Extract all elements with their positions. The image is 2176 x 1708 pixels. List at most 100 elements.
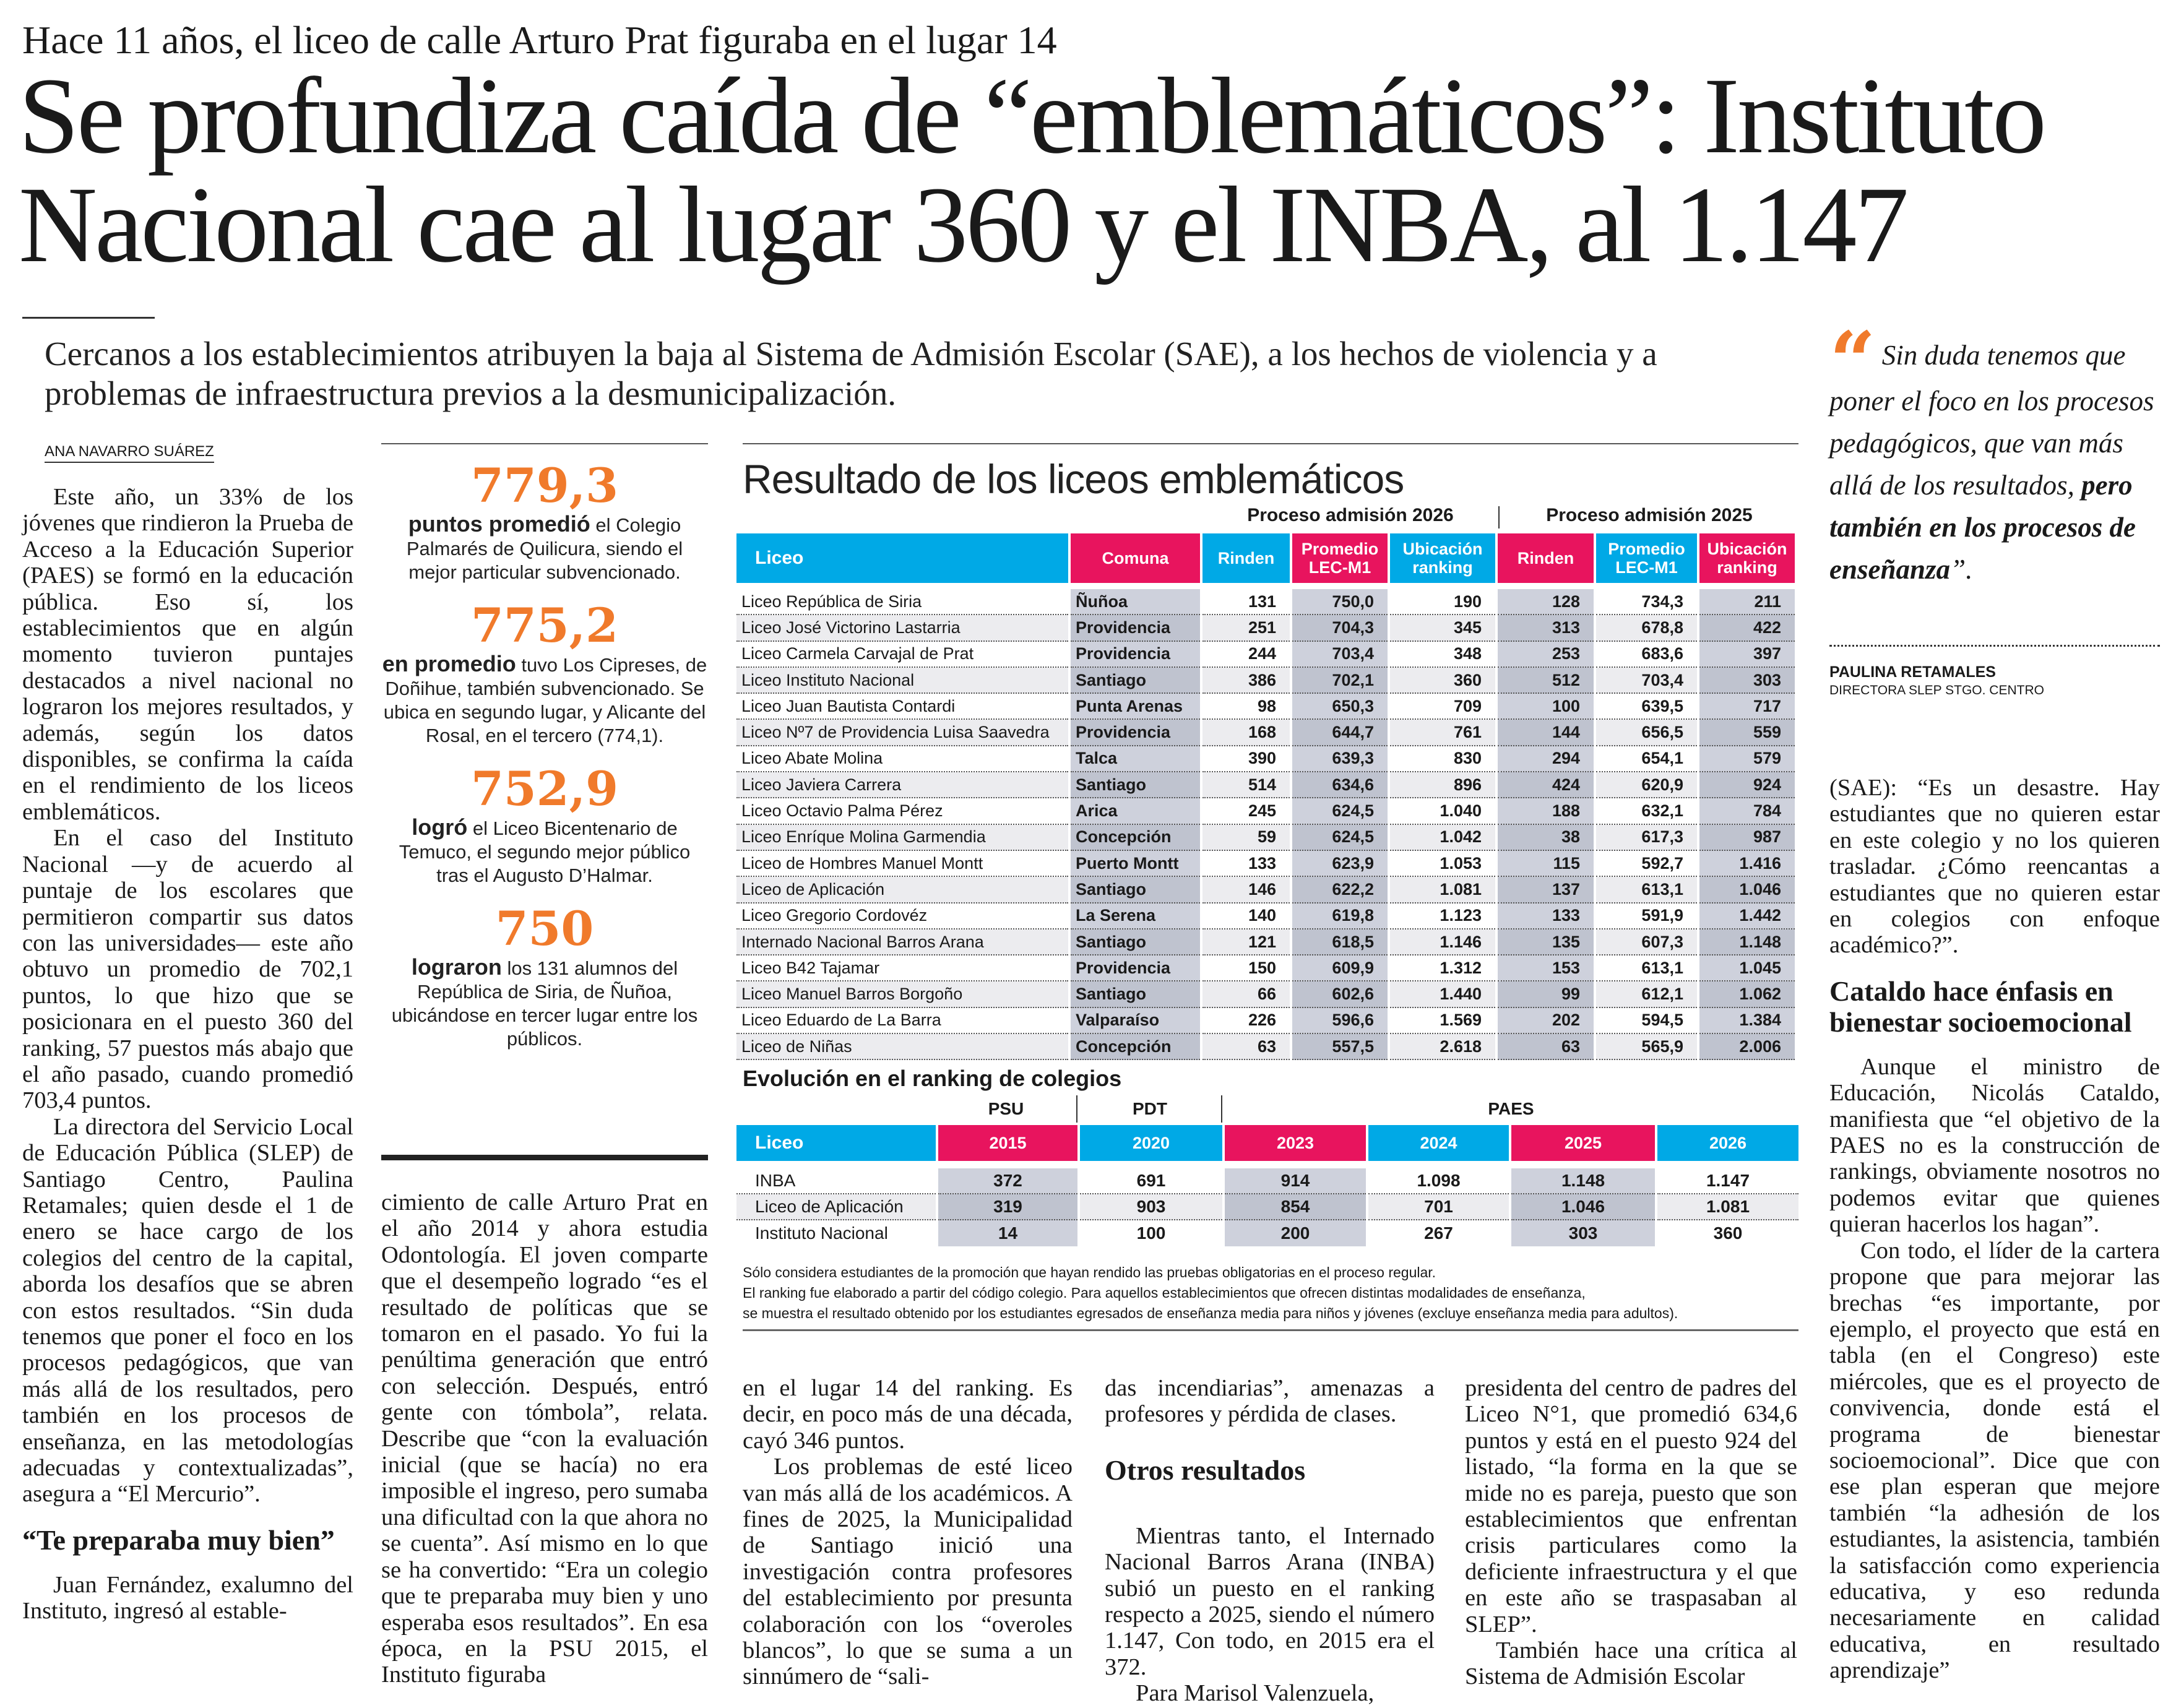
table-cell: 559 [1699, 720, 1795, 746]
table-row: Liceo de Aplicación 319 903 854 701 1.046 1.08… [736, 1194, 1798, 1220]
table-row: Liceo José Victorino Lastarria Providenci… [736, 615, 1795, 642]
table-cell: 609,9 [1292, 955, 1388, 982]
table-cell: 619,8 [1292, 903, 1388, 929]
table-cell: 620,9 [1596, 772, 1697, 799]
table-cell: 144 [1498, 720, 1594, 746]
table-cell: 211 [1699, 589, 1795, 616]
table-cell: Talca [1071, 746, 1200, 773]
article-column-3: en el lugar 14 del ranking. Es decir, en… [743, 1375, 1073, 1690]
table-cell: 1.081 [1390, 877, 1495, 904]
table-cell: 348 [1390, 642, 1495, 668]
column-header: Promedio LEC-M1 [1596, 533, 1697, 583]
table-row: Liceo Juan Bautista Contardi Punta Arenas… [736, 694, 1795, 720]
table-cell: 59 [1202, 824, 1290, 851]
column-header: Ubicación ranking [1390, 533, 1495, 583]
table-row: Liceo República de Siria Ñuñoa 131 750,0 190… [736, 589, 1795, 616]
table-cell: Liceo Javiera Carrera [736, 772, 1068, 799]
deck: Cercanos a los establecimientos atribuye… [45, 335, 1657, 412]
results-table: Liceo Comuna Rinden Promedio LEC-M1 Ubicació… [734, 533, 1797, 1061]
table-cell: 613,1 [1596, 877, 1697, 904]
table-cell: 612,1 [1596, 981, 1697, 1008]
paragraph: Juan Fernández, exalumno del Instituto, … [22, 1571, 353, 1624]
table-cell: 253 [1498, 641, 1594, 668]
column-header: 2020 [1080, 1125, 1222, 1161]
table-row: Liceo de Hombres Manuel Montt Puerto Mont… [736, 850, 1795, 878]
table-cell: 1.046 [1699, 877, 1795, 904]
table-cell: 386 [1202, 667, 1290, 694]
table-cell: 654,1 [1596, 746, 1697, 773]
table-cell: 422 [1699, 615, 1795, 642]
table-cell: 121 [1202, 929, 1290, 956]
subhead: Cataldo hace énfasis en bienestar socioe… [1829, 975, 2132, 1038]
table-cell: 602,6 [1292, 981, 1388, 1008]
table-cell: Liceo Gregorio Cordovéz [736, 904, 1068, 929]
table-cell: 133 [1202, 851, 1290, 878]
table-cell: 830 [1390, 746, 1495, 773]
paragraph: Con todo, el líder de la cartera propone… [1829, 1237, 2160, 1684]
paragraph: Este año, un 33% de los jóvenes que rind… [22, 484, 353, 825]
table-cell: 150 [1202, 955, 1290, 982]
table-cell: 1.081 [1657, 1194, 1798, 1220]
table-cell: 1.098 [1368, 1168, 1509, 1194]
table-cell: 617,3 [1596, 824, 1697, 851]
table-cell: 1.416 [1699, 850, 1795, 878]
paragraph: Aunque el ministro de Educación, Nicolás… [1829, 1053, 2160, 1238]
headline-line-2: Nacional cae al lugar 360 y el INBA, al … [19, 165, 1909, 285]
table-cell: 372 [938, 1168, 1077, 1194]
table-cell: Liceo Juan Bautista Contardi [736, 694, 1068, 720]
table-cell: 200 [1225, 1220, 1366, 1246]
table-cell: Liceo Abate Molina [736, 746, 1068, 773]
table-cell: Liceo Enríque Molina Garmendia [736, 824, 1068, 851]
paragraph: en el lugar 14 del ranking. Es decir, en… [743, 1375, 1073, 1454]
stat-text: tuvo Los Cipreses, de Doñihue, también s… [383, 654, 707, 746]
table-cell: 294 [1498, 746, 1594, 773]
table-cell: 131 [1202, 589, 1290, 616]
group-label-2025: Proceso admisión 2025 [1546, 505, 1753, 525]
paragraph: La directora del Servicio Local de Educa… [22, 1113, 353, 1507]
table-cell: 63 [1498, 1034, 1594, 1061]
kicker: Hace 11 años, el liceo de calle Arturo P… [22, 18, 1057, 62]
paragraph: cimiento de calle Arturo Prat en el año … [381, 1189, 708, 1688]
table-cell: 709 [1390, 694, 1495, 720]
table-cell: Concepción [1071, 824, 1200, 851]
table-row: Liceo Manuel Barros Borgoño Santiago 66 602… [736, 981, 1795, 1008]
table-row: Liceo de Aplicación Santiago 146 622,2 1.081… [736, 877, 1795, 904]
table-cell: 1.040 [1390, 798, 1495, 825]
table-cell: 784 [1699, 798, 1795, 825]
table-row: Liceo Instituto Nacional Santiago 386 702,1… [736, 667, 1795, 694]
note: se muestra el resultado obtenido por los… [743, 1305, 1678, 1321]
table-cell: 565,9 [1596, 1034, 1697, 1061]
table-cell: 313 [1498, 615, 1594, 642]
table-cell: 424 [1498, 772, 1594, 799]
paragraph: (SAE): “Es un desastre. Hay estudiantes … [1829, 775, 2160, 959]
table-cell: 761 [1390, 720, 1495, 746]
table-row: Liceo Enríque Molina Garmendia Concepción… [736, 824, 1795, 851]
stat-item: 752,9 logró el Liceo Bicentenario de Temu… [381, 762, 708, 887]
table-cell: Providencia [1071, 615, 1200, 642]
article-column-2: cimiento de calle Arturo Prat en el año … [381, 1189, 708, 1688]
table-cell: 1.312 [1390, 955, 1495, 982]
evolution-title: Evolución en el ranking de colegios [743, 1066, 1122, 1091]
table-cell: Santiago [1071, 667, 1200, 694]
table-cell: Concepción [1071, 1034, 1200, 1061]
table-cell: 624,5 [1292, 824, 1388, 851]
table-cell: Liceo Manuel Barros Borgoño [736, 981, 1068, 1008]
table-cell: 140 [1202, 904, 1290, 929]
table-row: INBA 372 691 914 1.098 1.148 1.147 [736, 1168, 1798, 1194]
column-header: Rinden [1498, 533, 1594, 583]
subhead: Otros resultados [1105, 1454, 1306, 1486]
stat-item: 750 lograron los 131 alumnos del Repúblic… [381, 902, 708, 1051]
table-cell: Puerto Montt [1071, 850, 1200, 878]
column-header: Liceo [736, 1125, 936, 1161]
divider [1829, 645, 2160, 647]
group-paes: PAES [1488, 1099, 1534, 1118]
table-cell: 704,3 [1292, 615, 1388, 642]
table-cell: 557,5 [1292, 1034, 1388, 1061]
table-cell: 734,3 [1596, 589, 1697, 616]
table-cell: 1.123 [1390, 904, 1495, 929]
stat-lead: logró [412, 814, 468, 840]
table-cell: 115 [1498, 850, 1594, 878]
stats-sidebar: 779,3 puntos promedió el Colegio Palmarés… [381, 443, 708, 1051]
stat-number: 779,3 [471, 458, 618, 513]
table-cell: 632,1 [1596, 798, 1697, 825]
